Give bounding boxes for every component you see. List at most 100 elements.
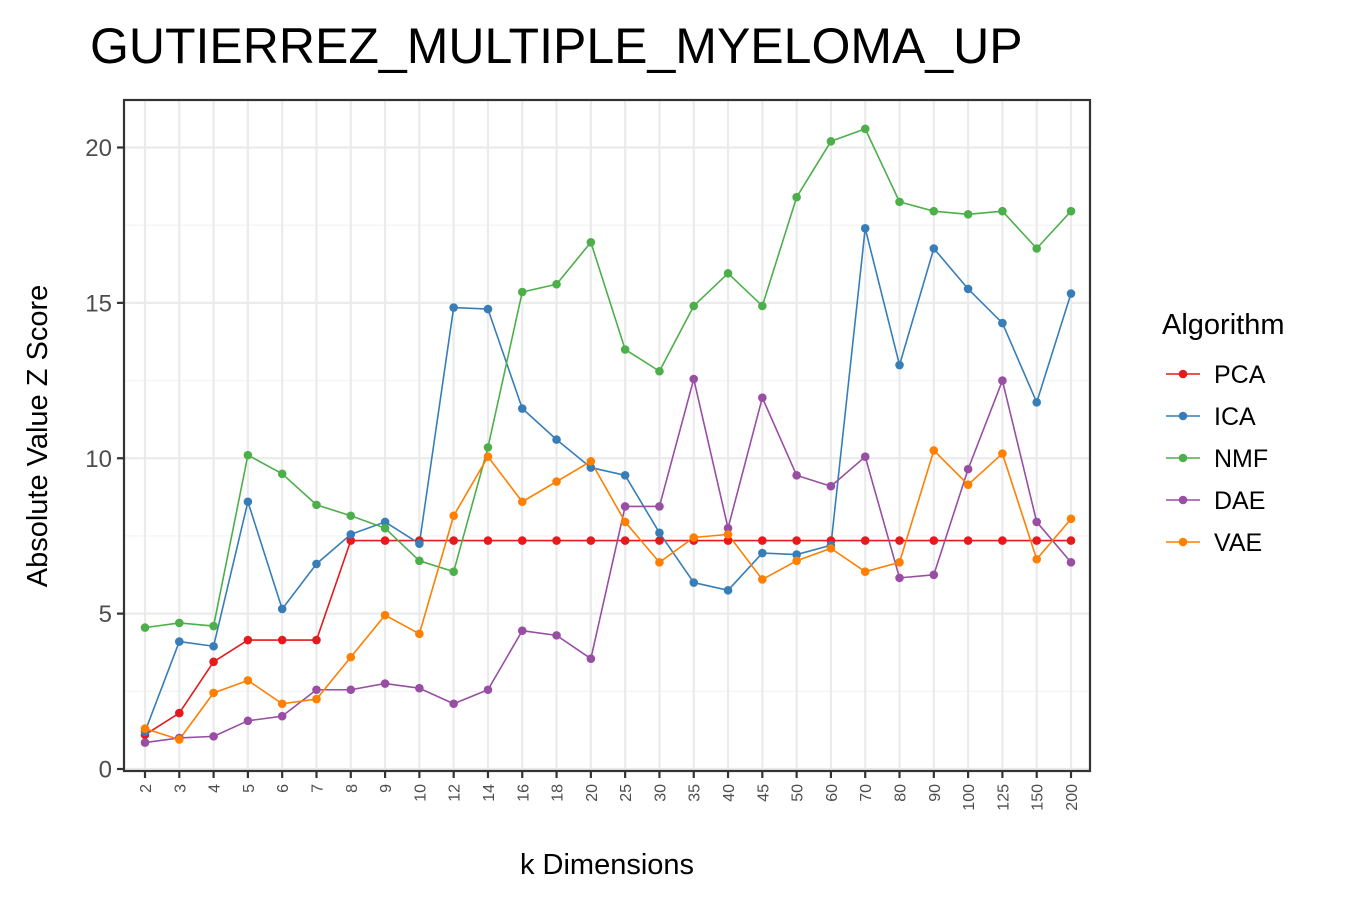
data-point-vae [380,610,390,620]
data-point-ica [723,586,733,595]
data-point-ica [277,604,287,614]
data-point-ica [174,637,184,646]
y-tick-label: 5 [99,601,112,628]
data-point-ica [552,435,561,444]
legend-label: NMF [1214,445,1268,473]
data-point-pca [209,657,218,667]
data-point-dae [792,471,801,480]
series-line-ica [144,227,1072,732]
data-point-pca [655,536,664,545]
data-point-pca [586,536,596,545]
data-point-nmf [140,623,150,632]
legend-key-point [1178,411,1188,421]
data-point-nmf [1032,244,1042,253]
data-point-pca [312,635,321,645]
data-point-vae [998,449,1007,458]
legend-title: Algorithm [1162,309,1285,341]
data-point-dae [243,716,253,726]
data-point-vae [723,530,733,539]
data-point-vae [689,533,699,542]
data-point-dae [620,502,630,511]
legend-key-point [1178,537,1188,547]
data-point-pca [1032,536,1042,545]
data-point-nmf [552,279,561,289]
x-tick-label: 18 [550,784,567,802]
x-tick-label: 6 [275,784,292,793]
data-point-ica [346,530,356,539]
x-tick-label: 9 [378,784,395,793]
data-point-vae [792,556,801,566]
data-point-nmf [689,301,699,311]
data-point-nmf [998,206,1007,216]
data-point-dae [826,481,836,491]
data-point-dae [998,376,1007,385]
data-point-dae [483,685,493,695]
x-tick-label: 200 [1064,784,1081,811]
data-point-dae [758,393,767,402]
x-tick-label: 50 [790,784,807,802]
data-point-nmf [723,269,733,278]
series-line-vae [144,449,1072,741]
data-point-dae [929,570,939,580]
legend-key-point [1178,495,1188,505]
data-point-vae [895,558,904,567]
legend-label: ICA [1214,403,1256,431]
x-axis: 2 3 4 5 6 7 8 9 10 12 14 16 18 20 25 30 35 40 45 50 60 70 80 90… [138,771,1081,811]
data-point-dae [586,654,596,663]
data-point-ica [620,471,630,480]
data-point-vae [243,676,253,685]
data-point-pca [174,708,184,718]
data-point-vae [415,629,424,639]
x-tick-label: 10 [412,784,429,802]
data-point-dae [963,464,973,474]
legend-item-dae: DAE [1166,487,1265,515]
data-point-nmf [895,197,904,207]
x-tick-label: 45 [755,784,772,802]
x-tick-label: 3 [172,784,189,793]
data-point-nmf [963,210,973,219]
data-point-nmf [929,206,939,216]
data-point-vae [552,477,561,486]
x-tick-label: 100 [961,784,978,811]
data-point-nmf [1066,206,1076,216]
data-point-ica [449,303,458,312]
data-point-vae [929,446,939,455]
data-point-nmf [209,621,218,631]
data-point-vae [174,735,184,744]
data-point-ica [586,463,596,472]
data-point-nmf [586,237,596,247]
data-point-vae [826,544,836,553]
x-axis-title: k Dimensions [520,849,694,881]
chart-title: GUTIERREZ_MULTIPLE_MYELOMA_UP [90,18,1023,74]
y-axis: 0 5 10 15 20 [85,135,124,784]
data-point-nmf [483,443,493,452]
data-point-dae [517,626,527,636]
data-point-pca [620,536,630,545]
data-point-nmf [792,192,801,202]
data-point-nmf [860,124,870,134]
data-point-vae [209,688,218,698]
series-line-pca [144,539,1071,736]
data-point-dae [346,685,356,695]
data-point-ica [655,528,664,538]
x-tick-label: 35 [687,784,704,802]
data-point-pca [1066,536,1076,545]
data-point-vae [963,480,973,489]
data-point-ica [860,223,870,233]
data-point-pca [998,536,1007,545]
panel-background [124,100,1090,771]
data-point-nmf [449,567,458,576]
legend-label: PCA [1214,361,1266,389]
x-tick-label: 2 [138,784,155,793]
data-point-dae [449,699,458,709]
x-tick-label: 16 [515,784,532,802]
data-point-vae [312,694,321,704]
data-point-nmf [826,136,836,146]
data-point-nmf [517,287,527,297]
x-tick-label: 7 [309,784,326,793]
data-point-nmf [346,511,356,521]
data-point-dae [655,502,664,511]
legend-key-point [1178,453,1188,463]
data-point-dae [1032,517,1042,527]
x-tick-label: 25 [618,784,635,802]
